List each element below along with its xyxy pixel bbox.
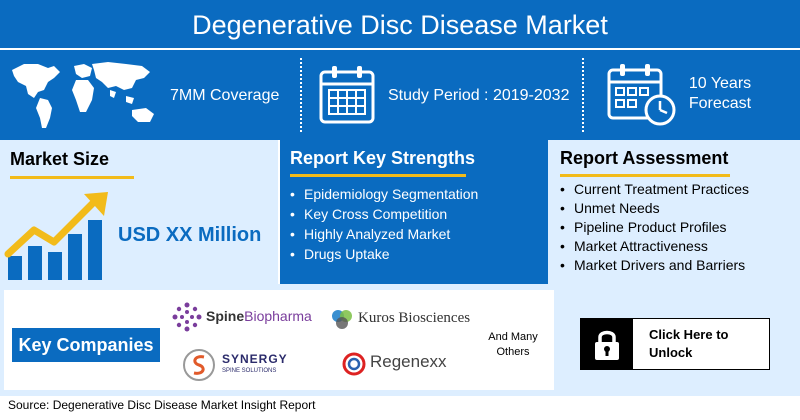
divider [582, 58, 584, 132]
list-item: Key Cross Competition [290, 204, 478, 224]
forecast-line2: Forecast [688, 95, 752, 112]
key-companies-label: Key Companies [12, 328, 160, 362]
key-strengths-panel: Report Key Strengths Epidemiology Segmen… [280, 140, 548, 284]
forecast-line1: 10 Years [688, 75, 752, 92]
regenexx-mark-icon [342, 352, 366, 376]
page-title: Degenerative Disc Disease Market [0, 0, 800, 50]
spine-suffix: Biopharma [244, 308, 312, 324]
heading-underline [10, 176, 134, 179]
synergy-sub: SPINE SOLUTIONS [222, 368, 277, 374]
regenexx-name: Regenexx [370, 352, 447, 371]
kuros-biosciences-logo: Kuros Biosciences [330, 304, 480, 334]
heading-underline [290, 174, 466, 177]
synergy-main: SYNERGY [222, 352, 288, 366]
padlock-icon-tile [581, 319, 633, 369]
growth-chart-icon [4, 192, 108, 280]
calendar-clock-icon [607, 64, 676, 126]
list-item: Market Drivers and Barriers [560, 256, 749, 275]
spine-biopharma-mark-icon [172, 302, 202, 332]
coverage-label: 7MM Coverage [170, 87, 280, 104]
divider [300, 58, 302, 132]
list-item: Pipeline Product Profiles [560, 218, 749, 237]
study-period-label: Study Period : 2019-2032 [388, 87, 570, 104]
synergy-mark-icon [183, 349, 215, 381]
kuros-name: Kuros Biosciences [358, 310, 471, 326]
synergy-spine-logo: SYNERGY SPINE SOLUTIONS [182, 346, 302, 386]
source-caption: Source: Degenerative Disc Disease Market… [8, 398, 316, 412]
unlock-text: Click Here to Unlock [649, 326, 728, 362]
list-item: Epidemiology Segmentation [290, 184, 478, 204]
others-line2: Others [496, 346, 530, 358]
unlock-button[interactable]: Click Here to Unlock [580, 318, 770, 370]
heading-underline [560, 174, 730, 177]
report-assessment-panel: Report Assessment Current Treatment Prac… [548, 140, 800, 284]
market-size-value: USD XX Million [118, 224, 262, 246]
spine-biopharma-name: SpineBiopharma [206, 308, 312, 324]
spine-prefix: Spine [206, 308, 245, 324]
unlock-line2: Unlock [649, 345, 693, 360]
key-strengths-list: Epidemiology Segmentation Key Cross Comp… [290, 184, 478, 264]
unlock-line1: Click Here to [649, 327, 729, 342]
list-item: Highly Analyzed Market [290, 224, 478, 244]
market-size-heading: Market Size [10, 149, 110, 169]
spine-biopharma-logo: SpineBiopharma [172, 300, 322, 334]
coverage-band: 7MM Coverage Study Period : 2019-2032 [0, 50, 800, 140]
list-item: Current Treatment Practices [560, 180, 749, 199]
key-companies-panel: Key Companies SpineBiopharma [4, 290, 554, 390]
kuros-mark-icon [332, 310, 352, 329]
key-companies-row: Key Companies SpineBiopharma [0, 284, 800, 396]
list-item: Drugs Uptake [290, 244, 478, 264]
report-assessment-list: Current Treatment Practices Unmet Needs … [560, 180, 749, 275]
report-assessment-heading: Report Assessment [560, 148, 729, 168]
regenexx-logo: Regenexx [342, 350, 462, 380]
and-many-others-label: And Many Others [478, 330, 548, 360]
forecast-label: 10 Years Forecast [688, 74, 752, 114]
list-item: Market Attractiveness [560, 237, 749, 256]
market-size-panel: Market Size USD XX Million [0, 140, 280, 284]
key-strengths-heading: Report Key Strengths [290, 148, 476, 168]
list-item: Unmet Needs [560, 199, 749, 218]
padlock-icon [595, 330, 619, 360]
others-line1: And Many [488, 331, 538, 343]
calendar-icon [319, 66, 375, 124]
world-map-icon [12, 62, 154, 128]
